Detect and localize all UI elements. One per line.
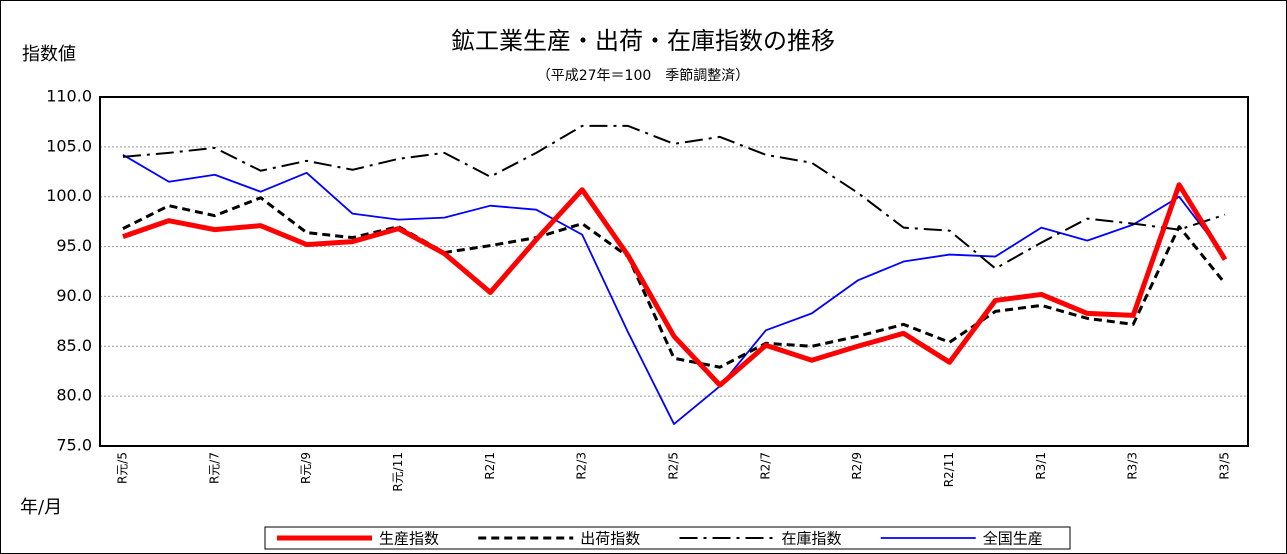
y-tick-label: 85.0: [56, 336, 92, 355]
series-line: [122, 154, 1226, 425]
y-tick-label: 105.0: [46, 136, 92, 155]
x-axis-label: 年/月: [20, 497, 62, 518]
x-tick-label: R2/7: [758, 452, 772, 480]
x-tick-label: R元/11: [391, 452, 405, 492]
chart-title: 鉱工業生産・出荷・在庫指数の推移: [451, 27, 835, 55]
series-line: [122, 182, 1228, 388]
legend-box: [264, 526, 1071, 550]
series-line: [122, 124, 1226, 270]
x-tick-label: R元/9: [299, 452, 313, 484]
x-tick-label: R3/1: [1034, 452, 1048, 480]
x-tick-label: R3/5: [1218, 452, 1232, 480]
y-axis-label: 指数値: [22, 44, 76, 65]
legend-label: 出荷指数: [580, 530, 640, 548]
x-tick-label: R2/1: [483, 452, 497, 480]
x-tick-label: R2/9: [850, 452, 864, 480]
y-tick-label: 95.0: [56, 236, 92, 255]
plot-frame: [99, 96, 1249, 447]
legend-label: 全国生産: [983, 530, 1043, 548]
legend-label: 在庫指数: [782, 530, 842, 548]
y-tick-label: 80.0: [56, 386, 92, 405]
x-tick-label: R3/3: [1126, 452, 1140, 480]
y-tick-label: 90.0: [56, 286, 92, 305]
y-tick-label: 110.0: [46, 87, 92, 106]
y-tick-label: 100.0: [46, 186, 92, 205]
legend-label: 生産指数: [379, 530, 439, 548]
x-tick-label: R2/3: [575, 452, 589, 480]
y-tick-label: 75.0: [56, 436, 92, 455]
chart-subtitle: （平成27年＝100 季節調整済）: [537, 67, 750, 84]
x-tick-label: R元/7: [207, 452, 221, 484]
x-tick-label: R2/11: [942, 452, 956, 487]
x-tick-label: R元/5: [115, 452, 129, 484]
x-tick-label: R2/5: [667, 452, 681, 480]
